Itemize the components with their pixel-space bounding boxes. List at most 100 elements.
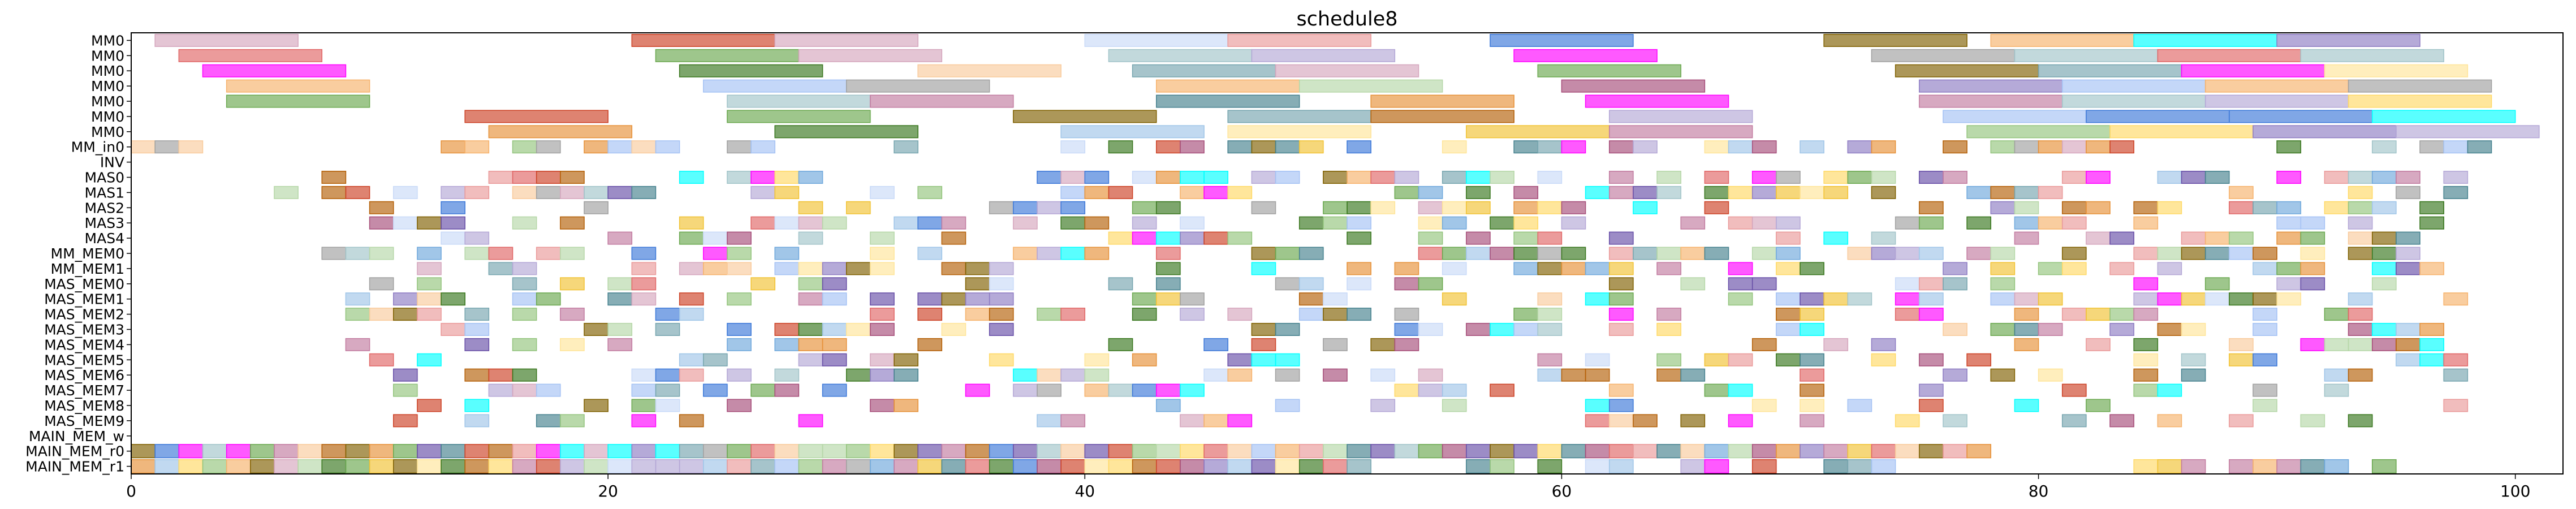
gantt-bar-mm0 — [226, 94, 370, 108]
gantt-bar-main-mem-r0 — [1608, 444, 1634, 459]
gantt-bar-mas-mem1 — [965, 292, 990, 306]
gantt-bar-mm-mem0 — [1561, 247, 1586, 260]
gantt-bar-mm0 — [703, 79, 847, 93]
gantt-bar-mm0 — [2014, 49, 2159, 62]
gantt-bar-mm0 — [1608, 110, 1753, 123]
gantt-bar-mas0 — [750, 171, 775, 184]
gantt-bar-main-mem-r0 — [392, 444, 418, 459]
gantt-bar-mm0 — [2229, 110, 2373, 123]
gantt-bar-mm-mem0 — [345, 247, 370, 260]
gantt-bar-mm0 — [798, 49, 943, 62]
gantt-bar-mm-mem0 — [1751, 247, 1777, 260]
gantt-bar-mm-mem1 — [1800, 262, 1824, 275]
gantt-bar-mas1 — [274, 186, 299, 199]
gantt-bar-mm-mem1 — [1155, 262, 1181, 275]
gantt-bar-mm-mem1 — [2157, 262, 2182, 275]
gantt-bar-main-mem-r0 — [1108, 444, 1133, 459]
gantt-bar-mas-mem1 — [2181, 292, 2206, 306]
gantt-bar-mas-mem1 — [2133, 292, 2159, 306]
gantt-bar-mm-mem0 — [2204, 247, 2230, 260]
gantt-bar-mas-mem1 — [345, 292, 370, 306]
gantt-bar-mm0 — [1990, 33, 2134, 47]
gantt-bar-mm-mem0 — [1990, 247, 2016, 260]
gantt-bar-mas2 — [1919, 201, 1944, 214]
gantt-bar-mm-in0 — [2086, 140, 2111, 154]
gantt-bar-mas1 — [1513, 186, 1539, 199]
gantt-bar-mas-mem1 — [2348, 292, 2373, 306]
gantt-bar-mm-in0 — [2443, 140, 2469, 154]
gantt-bar-mas-mem6 — [1370, 368, 1396, 382]
x-axis: 0 20 40 60 80 100 — [126, 474, 2530, 501]
gantt-bar-main-mem-r1 — [989, 459, 1014, 474]
gantt-bar-mas-mem1 — [2204, 292, 2230, 306]
gantt-bar-mas-mem6 — [1800, 368, 1824, 382]
gantt-bar-mas0 — [1155, 171, 1181, 184]
gantt-bar-mas3 — [2061, 216, 2087, 230]
gantt-bar-mm-in0 — [1180, 140, 1205, 154]
gantt-bar-mas3 — [1751, 216, 1777, 230]
gantt-bar-mm0 — [1490, 33, 1634, 47]
gantt-bar-main-mem-r1 — [870, 459, 895, 474]
y-tick-label: MAS4 — [85, 230, 124, 247]
gantt-bar-mm0 — [1060, 125, 1205, 139]
gantt-bar-mas-mem6 — [2443, 368, 2469, 382]
gantt-bar-mas3 — [1084, 216, 1110, 230]
gantt-bar-mas-mem5 — [1537, 353, 1563, 366]
gantt-bar-mas1 — [1084, 186, 1110, 199]
gantt-bar-mas-mem9 — [631, 414, 657, 428]
gantt-bar-mas-mem7 — [1442, 383, 1467, 397]
gantt-bar-mas-mem8 — [584, 399, 609, 412]
gantt-bar-mas0 — [1871, 171, 1896, 184]
gantt-bar-main-mem-r0 — [894, 444, 918, 459]
gantt-bar-mas-mem8 — [1608, 399, 1634, 412]
x-tick-label: 40 — [1075, 482, 1095, 501]
gantt-bar-mas3 — [2133, 216, 2159, 230]
gantt-bar-mas-mem2 — [2133, 308, 2159, 321]
gantt-bar-mas-mem1 — [989, 292, 1014, 306]
gantt-bar-main-mem-r0 — [1084, 444, 1110, 459]
gantt-bar-mm0 — [488, 125, 633, 139]
gantt-bar-mas-mem8 — [727, 399, 752, 412]
gantt-bar-mas-mem1 — [727, 292, 752, 306]
gantt-bar-mas-mem0 — [560, 277, 585, 291]
gantt-bar-mas2 — [1633, 201, 1658, 214]
gantt-bar-mm0 — [154, 33, 299, 47]
gantt-bar-mas-mem3 — [1490, 322, 1514, 336]
gantt-bar-main-mem-r1 — [1751, 459, 1777, 474]
gantt-bar-mas1 — [607, 186, 633, 199]
gantt-bar-mm-mem1 — [798, 262, 823, 275]
gantt-bar-mas-mem6 — [1537, 368, 1563, 382]
gantt-bar-mas1 — [1180, 186, 1205, 199]
gantt-bar-main-mem-r0 — [1633, 444, 1658, 459]
gantt-bar-mas-mem9 — [464, 414, 490, 428]
gantt-bar-mas4 — [1347, 231, 1371, 245]
gantt-bar-mas-mem3 — [1394, 322, 1419, 336]
gantt-bar-mas-mem0 — [1347, 277, 1371, 291]
gantt-bar-mas1 — [536, 186, 561, 199]
gantt-bar-mas-mem3 — [1608, 322, 1634, 336]
gantt-bar-mm-in0 — [1608, 140, 1634, 154]
gantt-bar-mas-mem7 — [2253, 383, 2277, 397]
gantt-bar-mm-mem1 — [845, 262, 871, 275]
gantt-bar-mas-mem8 — [2014, 399, 2039, 412]
gantt-bar-mas-mem2 — [2324, 308, 2349, 321]
gantt-bar-mas-mem6 — [774, 368, 800, 382]
gantt-bar-main-mem-r1 — [750, 459, 775, 474]
gantt-bar-mas0 — [2204, 171, 2230, 184]
gantt-bar-mm-mem0 — [631, 247, 657, 260]
gantt-bar-mas-mem6 — [1060, 368, 1086, 382]
gantt-bar-main-mem-r1 — [2324, 459, 2349, 474]
gantt-bar-main-mem-r0 — [965, 444, 990, 459]
gantt-bar-mas1 — [512, 186, 537, 199]
gantt-bar-main-mem-r1 — [965, 459, 990, 474]
y-tick-label: MAS_MEM9 — [44, 413, 124, 429]
gantt-bar-main-mem-r1 — [1347, 459, 1371, 474]
gantt-bar-mas3 — [560, 216, 585, 230]
gantt-bar-main-mem-r0 — [703, 444, 728, 459]
gantt-bar-mm0 — [2324, 64, 2469, 77]
gantt-bar-mas-mem9 — [2229, 414, 2254, 428]
gantt-bar-mas1 — [584, 186, 609, 199]
gantt-bar-mas0 — [536, 171, 561, 184]
gantt-bar-mm-mem1 — [1561, 262, 1586, 275]
gantt-bar-mas-mem0 — [512, 277, 537, 291]
